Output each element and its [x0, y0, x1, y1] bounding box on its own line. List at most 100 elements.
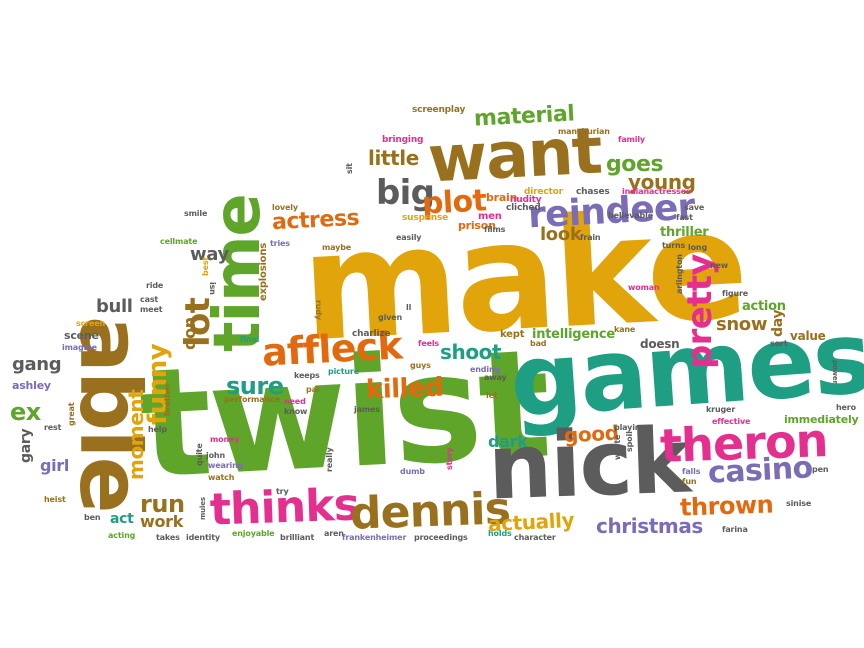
word-save: save [684, 203, 705, 212]
word-indianactresses: indianactresses [622, 187, 691, 196]
word-immediately: immediately [784, 413, 859, 426]
word-films: films [484, 225, 506, 234]
word-suspense: suspense [402, 213, 449, 223]
word-kane: kane [614, 325, 636, 334]
word-rudy: rudy [314, 300, 323, 320]
word-frankenheimer: frankenheimer [342, 533, 407, 542]
word-men: men [478, 211, 502, 222]
word-bad: bad [530, 339, 547, 348]
word-action: action [742, 299, 786, 314]
word-little: little [368, 146, 419, 170]
word-goes: goes [606, 152, 664, 177]
word-dark: dark [488, 432, 528, 451]
word-scene: scene [64, 329, 99, 342]
word-really: really [325, 447, 334, 472]
word-run: run [140, 490, 185, 518]
word-gary: gary [18, 428, 34, 463]
word-spoil: spoil [625, 431, 634, 452]
word-long: long [688, 243, 708, 252]
word-mules: mules [199, 497, 207, 520]
word-cellmate: cellmate [160, 237, 198, 246]
word-power: power [831, 360, 839, 384]
word-quite: quite [195, 443, 204, 466]
word-aren: aren [324, 529, 344, 538]
word-family: family [618, 135, 645, 144]
word-doesn: doesn [640, 337, 680, 351]
word-value: value [790, 329, 826, 343]
word-smile: smile [184, 209, 208, 218]
word-screenplay: screenplay [412, 105, 466, 115]
word-takes: takes [156, 533, 180, 542]
word-guys: guys [410, 361, 431, 370]
word-rest: rest [44, 423, 62, 432]
word-isn: isn [208, 282, 217, 295]
word-manchurian: manchurian [558, 127, 610, 136]
word-casino: casino [707, 450, 814, 491]
word-director: director [524, 187, 563, 197]
word-young: young [628, 170, 696, 194]
word-great: great [67, 402, 76, 426]
word-lovely: lovely [272, 203, 298, 212]
word-final: final [240, 335, 260, 344]
word-screen: screen [76, 319, 106, 328]
word-nudity: nudity [510, 195, 542, 205]
word-act: act [110, 511, 134, 527]
word-pal: pal [306, 385, 320, 394]
word-help: help [148, 425, 167, 434]
word-away: away [484, 373, 507, 382]
word-fast: fast [676, 213, 693, 222]
word-know: know [284, 407, 308, 416]
word-turns: turns [662, 241, 686, 250]
word-easily: easily [396, 233, 422, 242]
word-maybe: maybe [322, 243, 352, 252]
word-ll: ll [406, 303, 412, 312]
word-christmas: christmas [596, 514, 703, 538]
word-falls: falls [682, 467, 701, 476]
word-identity: identity [186, 533, 220, 542]
word-farina: farina [722, 525, 748, 534]
word-john: john [206, 451, 225, 460]
word-dumb: dumb [400, 467, 425, 476]
word-enjoyable: enjoyable [232, 529, 275, 538]
word-playing: playing [614, 423, 646, 432]
word-ben: ben [84, 513, 101, 522]
word-thriller: thriller [660, 225, 709, 240]
word-charlize: charlize [352, 329, 391, 339]
word-frain: frain [580, 233, 601, 242]
word-sit: sit [345, 163, 354, 174]
word-kruger: kruger [706, 405, 736, 414]
word-woman: woman [628, 283, 660, 292]
word-pretty: pretty [680, 254, 720, 369]
word-character: character [514, 533, 556, 542]
word-best: best [201, 256, 210, 276]
word-need: need [284, 397, 306, 406]
word-brother: brother [163, 383, 172, 416]
word-chases: chases [576, 187, 610, 197]
word-work: work [140, 512, 184, 531]
word-girl: girl [40, 456, 70, 475]
word-kept: kept [500, 329, 525, 340]
word-proceedings: proceedings [414, 533, 468, 542]
word-snow: snow [716, 314, 768, 335]
word-new: new [710, 261, 729, 270]
word-picture: picture [328, 367, 359, 376]
word-let: let [486, 391, 498, 400]
word-try: try [276, 487, 289, 496]
word-gang: gang [12, 354, 62, 375]
word-explosions: explosions [258, 242, 269, 301]
word-good: good [563, 420, 620, 448]
word-james: james [354, 405, 380, 414]
word-sort: sort [770, 339, 788, 348]
word-money: money [210, 435, 240, 444]
word-intelligence: intelligence [532, 327, 615, 342]
word-tries: tries [270, 239, 290, 248]
word-given: given [378, 313, 403, 322]
word-watch: watch [208, 473, 235, 482]
word-don: don [180, 317, 199, 350]
word-ashley: ashley [12, 379, 51, 392]
word-holds: holds [488, 529, 512, 538]
word-killed: killed [365, 372, 444, 406]
word-sure: sure [226, 372, 284, 400]
word-sinise: sinise [786, 499, 812, 508]
word-moment: moment [124, 389, 148, 480]
